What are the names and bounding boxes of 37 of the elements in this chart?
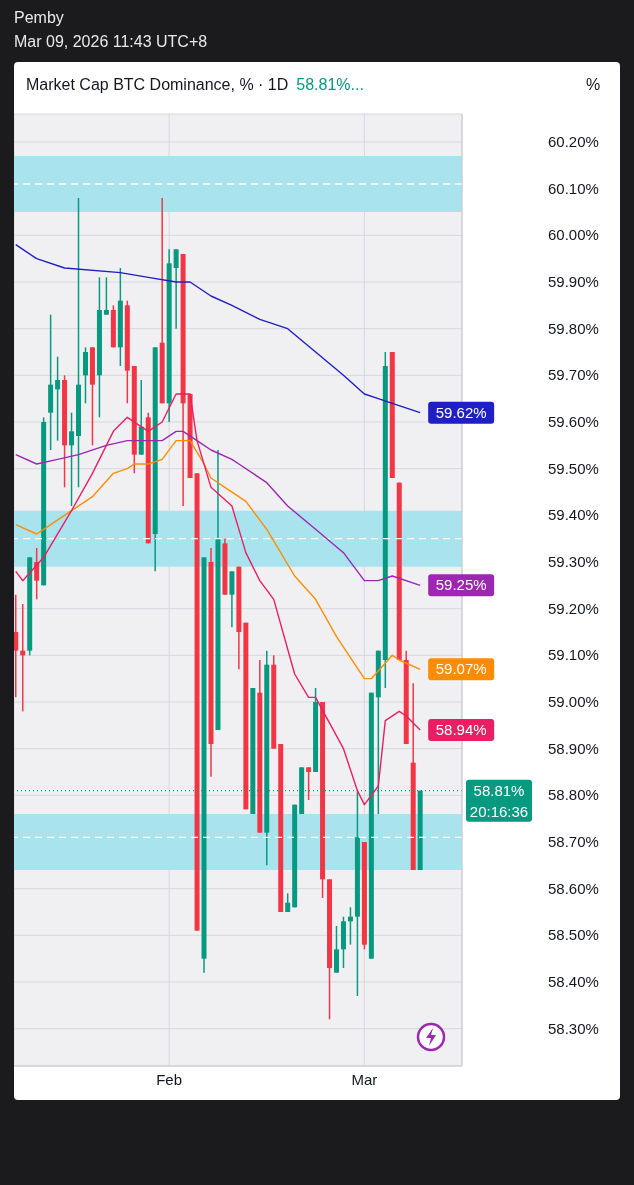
y-tick-label: 59.80% bbox=[548, 319, 599, 337]
chart-title: Market Cap BTC Dominance, % · 1D bbox=[26, 76, 289, 93]
y-tick-label: 60.00% bbox=[548, 226, 599, 244]
chart-subtitle: 58.81%... bbox=[296, 76, 364, 93]
y-tick-label: 58.30% bbox=[548, 1019, 599, 1037]
data-label: 59.07% bbox=[435, 660, 487, 678]
text: Mar 09, 2026 11:43 UTC+8 bbox=[14, 32, 208, 52]
y-tick-label: 58.40% bbox=[548, 973, 599, 990]
y-tick-label: 60.20% bbox=[548, 133, 599, 150]
y-tick-label: 58.50% bbox=[548, 926, 599, 944]
ref-line-label: 58.81% bbox=[473, 781, 525, 799]
data-label: 58.94% bbox=[435, 721, 487, 738]
y-tick-label: 58.60% bbox=[548, 879, 599, 897]
data-label: 59.62% bbox=[435, 403, 487, 421]
line-series bbox=[15, 393, 421, 806]
x-tick-label: Feb bbox=[156, 1070, 183, 1088]
y-tick-label: 59.70% bbox=[548, 366, 599, 384]
line-series bbox=[15, 439, 421, 680]
y-axis-title: % bbox=[586, 76, 601, 94]
text: 20:16:36 bbox=[469, 802, 529, 820]
y-tick-label: 59.20% bbox=[548, 599, 599, 617]
line-series bbox=[15, 430, 421, 587]
y-tick-label: 58.90% bbox=[548, 739, 599, 757]
y-tick-label: 58.80% bbox=[548, 786, 599, 804]
y-tick-label: 59.50% bbox=[548, 459, 599, 477]
data-label: 59.25% bbox=[435, 576, 487, 594]
y-tick-label: 60.10% bbox=[548, 179, 599, 197]
y-tick-label: 58.70% bbox=[548, 833, 599, 850]
y-tick-label: 59.30% bbox=[548, 553, 599, 570]
y-tick-label: 59.10% bbox=[548, 646, 599, 664]
y-tick-label: 59.00% bbox=[548, 693, 599, 710]
y-tick-label: 59.90% bbox=[548, 273, 599, 290]
y-tick-label: 59.60% bbox=[548, 413, 599, 430]
line-series bbox=[15, 243, 421, 414]
y-tick-label: 59.40% bbox=[548, 506, 599, 524]
x-tick-label: Mar bbox=[351, 1070, 378, 1088]
text: Pemby bbox=[14, 8, 65, 28]
